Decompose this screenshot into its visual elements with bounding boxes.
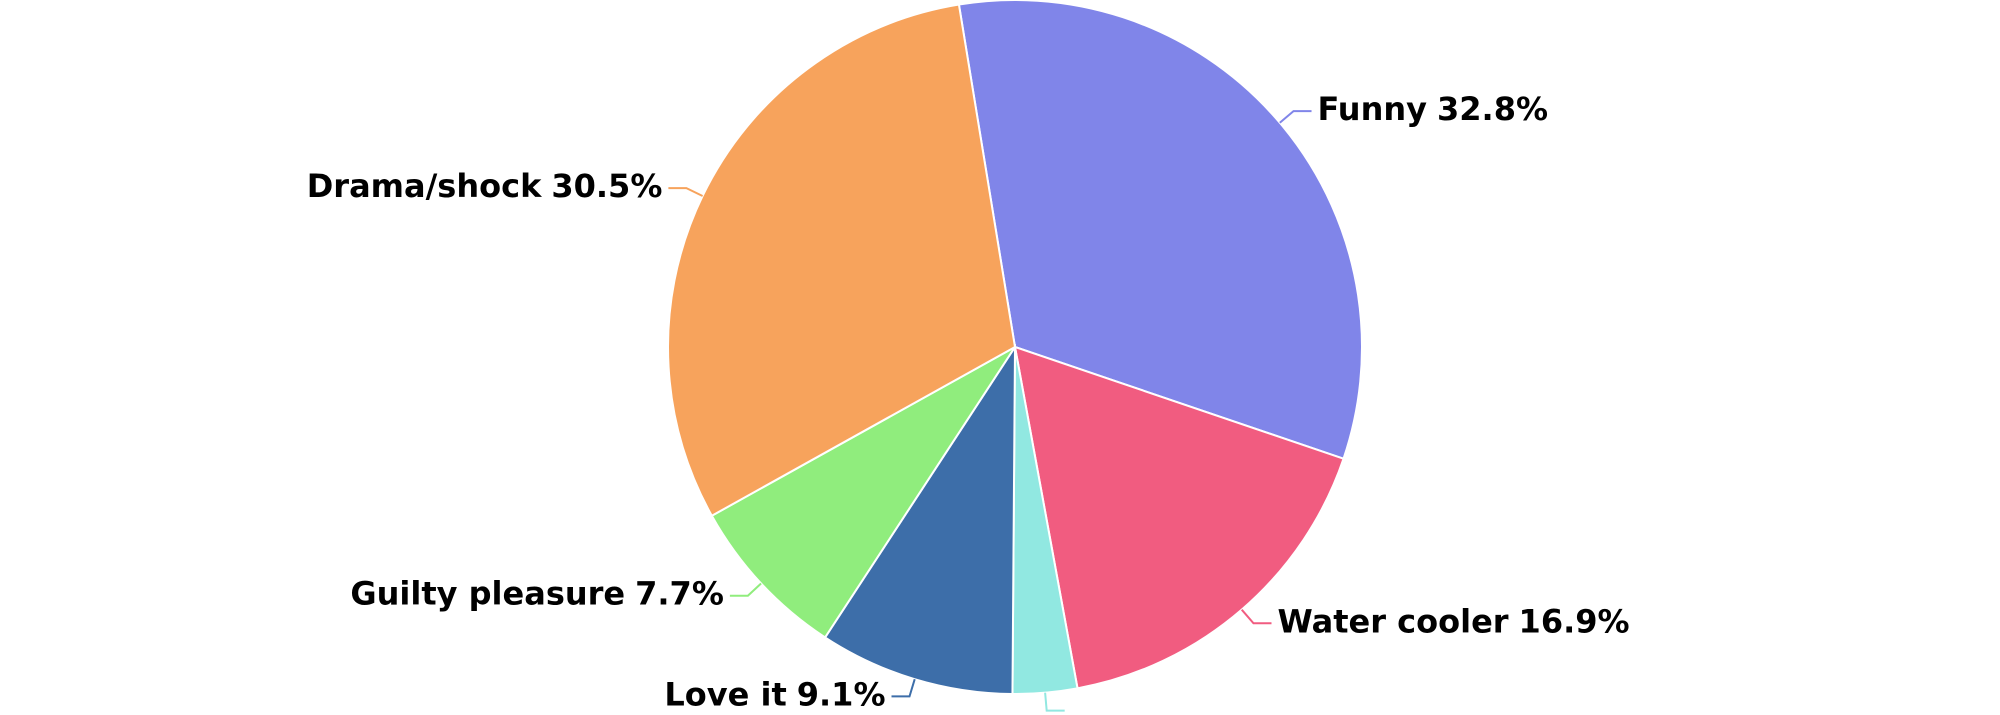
value-label: 9.1% <box>797 675 886 713</box>
category-label: Drama/shock <box>307 167 542 205</box>
data-label: Water cooler 16.9% <box>1277 602 1629 640</box>
connector <box>668 187 704 197</box>
category-label: Water cooler <box>1277 602 1508 640</box>
value-label: 30.5% <box>551 167 662 205</box>
data-label: Love it 9.1% <box>664 675 885 713</box>
category-label: Love it <box>664 675 786 713</box>
category-label: Guilty pleasure <box>350 575 625 613</box>
pie-slice <box>710 346 1016 639</box>
value-label: 32.8% <box>1437 90 1548 128</box>
data-label: Drama/shock 30.5% <box>307 167 663 205</box>
pie-slice <box>667 3 1017 518</box>
connector <box>1240 609 1272 625</box>
value-label: 7.7% <box>635 575 724 613</box>
pie-slice <box>957 0 1363 460</box>
connector <box>729 582 762 597</box>
connector <box>1044 692 1065 712</box>
data-label: Funny 32.8% <box>1318 90 1548 128</box>
connector <box>891 678 916 698</box>
value-label: 16.9% <box>1519 602 1630 640</box>
pie-slice <box>823 343 1017 695</box>
connector <box>1279 110 1312 124</box>
category-label: Funny <box>1318 90 1428 128</box>
data-label: Guilty pleasure 7.7% <box>350 575 724 613</box>
